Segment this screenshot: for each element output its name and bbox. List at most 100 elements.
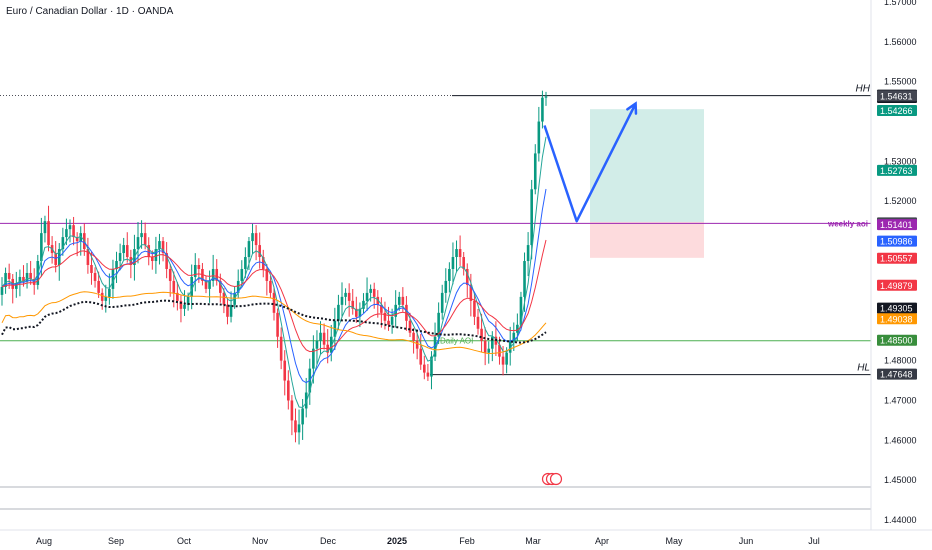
time-tick-label: Nov	[252, 536, 269, 546]
candle-body	[193, 265, 197, 277]
candle-body	[219, 280, 222, 293]
level-label: HH	[856, 84, 871, 95]
candle-body	[158, 241, 161, 250]
candle-body	[290, 400, 294, 421]
candle-body	[487, 348, 491, 353]
candle-body	[294, 420, 297, 433]
candle-body	[154, 249, 158, 262]
candle-body	[473, 300, 476, 317]
candle-body	[111, 268, 115, 289]
candle-body	[508, 340, 512, 353]
candle-body	[519, 296, 523, 325]
event-marker-icon[interactable]	[549, 472, 563, 486]
moving-average-line	[1, 239, 547, 353]
candle-body	[190, 276, 193, 297]
candle-body	[315, 340, 319, 349]
price-tick-label: 1.46000	[884, 435, 917, 445]
time-tick-label: Sep	[108, 536, 124, 546]
arrow-head	[626, 101, 638, 115]
candle-body	[168, 268, 172, 281]
candle-body	[240, 268, 244, 281]
level-label: HL	[857, 363, 870, 374]
candle-body	[458, 249, 462, 258]
candle-body	[236, 280, 240, 293]
candle-body	[401, 296, 405, 305]
price-tag-bg	[877, 219, 917, 231]
candle-body	[72, 225, 75, 238]
candle-body	[97, 280, 100, 293]
candle-body	[408, 320, 412, 333]
chart-title: Euro / Canadian Dollar · 1D · OANDA	[6, 6, 174, 17]
moving-averages	[1, 136, 547, 409]
level-price-tag-bg	[877, 368, 917, 380]
price-tick-label: 1.48000	[884, 356, 917, 366]
candle-body	[265, 268, 269, 281]
candle-body	[430, 356, 433, 377]
candle-body	[61, 237, 65, 250]
candle-body	[204, 280, 208, 289]
price-tick-label: 1.52000	[884, 196, 917, 206]
level-price-tag-bg	[877, 334, 917, 346]
candle-body	[340, 296, 344, 305]
candle-body	[68, 225, 72, 230]
candle-body	[451, 257, 455, 269]
candle-body	[269, 280, 272, 293]
price-tick-label: 1.55000	[884, 77, 917, 87]
candle-body	[29, 272, 32, 279]
candle-body	[347, 292, 351, 301]
price-tick-label: 1.47000	[884, 395, 917, 405]
candle-body	[448, 268, 451, 281]
candle-body	[122, 245, 125, 254]
candle-body	[208, 280, 211, 289]
time-tick-label: Feb	[459, 536, 475, 546]
moving-average-line	[1, 188, 547, 384]
candle-body	[47, 221, 50, 246]
candle-body	[108, 288, 111, 297]
time-tick-label: Mar	[525, 536, 541, 546]
candles	[0, 90, 548, 445]
price-tag: 1.54631	[880, 91, 913, 101]
candle-body	[183, 304, 186, 309]
time-tick-label: Jul	[808, 536, 820, 546]
candle-body	[541, 97, 544, 122]
candle-body	[523, 261, 526, 297]
projection-path	[543, 103, 637, 223]
candle-body	[491, 336, 494, 349]
candle-body	[247, 241, 251, 258]
candle-body	[0, 286, 4, 295]
projection-arrow	[541, 101, 638, 486]
moving-average-line	[1, 291, 547, 355]
candle-body	[197, 265, 201, 269]
level-price-tag: 1.47648	[880, 370, 913, 380]
candle-body	[93, 272, 97, 281]
stop-zone	[590, 221, 704, 258]
candle-body	[437, 312, 440, 337]
price-tag-bg	[877, 90, 917, 102]
candle-body	[480, 328, 483, 341]
candle-body	[455, 249, 458, 258]
candle-body	[440, 292, 444, 313]
candle-body	[179, 300, 183, 309]
candle-body	[151, 257, 154, 262]
price-tag: 1.50986	[880, 237, 913, 247]
candle-body	[526, 245, 530, 262]
candle-body	[465, 268, 469, 285]
price-tag-bg	[877, 279, 917, 291]
time-tick-label: Apr	[595, 536, 609, 546]
candle-body	[505, 352, 508, 365]
candle-body	[344, 292, 347, 297]
candle-body	[140, 233, 143, 238]
candle-body	[165, 253, 168, 269]
candle-body	[215, 268, 219, 281]
candle-body	[272, 292, 276, 313]
candle-body	[222, 292, 226, 305]
price-tag-bg	[877, 313, 917, 325]
candle-body	[415, 340, 419, 349]
candle-body	[512, 332, 516, 341]
candle-body	[337, 304, 340, 321]
candle-body	[115, 261, 118, 269]
candle-body	[319, 332, 322, 341]
candle-body	[483, 340, 487, 353]
